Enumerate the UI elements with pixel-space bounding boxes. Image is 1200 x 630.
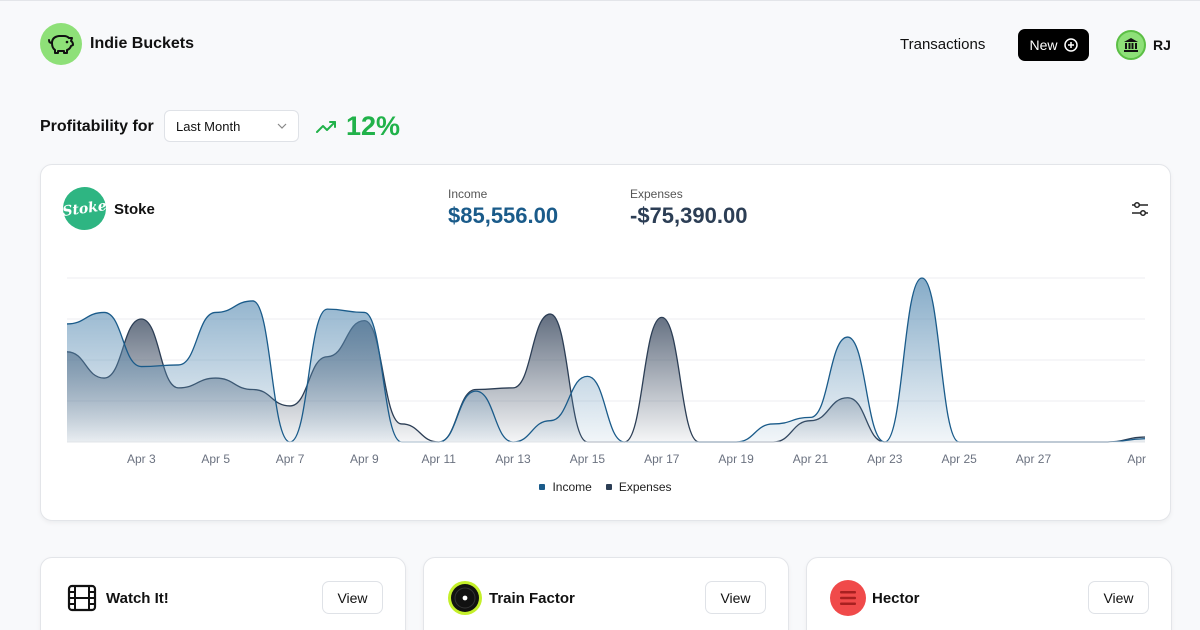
view-button[interactable]: View bbox=[322, 581, 383, 614]
x-tick-label: Apr 7 bbox=[276, 452, 305, 466]
x-tick-label: Apr 13 bbox=[495, 452, 531, 466]
period-select[interactable]: Last Month bbox=[164, 110, 299, 142]
x-tick-label: Apr 30 bbox=[1127, 452, 1147, 466]
income-value: $85,556.00 bbox=[448, 203, 559, 228]
disc-icon bbox=[447, 580, 483, 616]
profitability-label: Profitability for bbox=[40, 118, 154, 135]
trending-up-icon bbox=[316, 120, 336, 133]
plus-circle-icon bbox=[1063, 38, 1078, 52]
user-initials: RJ bbox=[1153, 37, 1171, 53]
menu-icon bbox=[830, 580, 866, 616]
legend-label-income: Income bbox=[552, 480, 592, 494]
user-menu[interactable]: RJ bbox=[1116, 30, 1171, 60]
project-title: Hector bbox=[872, 590, 920, 607]
nav-transactions[interactable]: Transactions bbox=[900, 36, 986, 53]
project-logo: Stoke bbox=[60, 184, 109, 233]
chevron-down-icon bbox=[277, 123, 287, 129]
project-name: Stoke bbox=[114, 201, 155, 218]
x-tick-label: Apr 17 bbox=[644, 452, 680, 466]
expenses-label: Expenses bbox=[630, 187, 683, 201]
profit-change-value: 12% bbox=[346, 111, 401, 141]
legend-label-expenses: Expenses bbox=[618, 480, 672, 494]
bank-icon bbox=[1116, 30, 1146, 60]
brand[interactable]: Indie Buckets bbox=[40, 23, 194, 65]
view-button[interactable]: View bbox=[705, 581, 766, 614]
x-tick-label: Apr 5 bbox=[201, 452, 230, 466]
chart-legend: Income Expenses bbox=[41, 480, 1170, 494]
profit-trend: 12% bbox=[316, 111, 400, 142]
legend-item-income: Income bbox=[539, 480, 592, 494]
area-income bbox=[67, 278, 1145, 442]
legend-swatch-expenses bbox=[605, 484, 612, 490]
legend-item-expenses: Expenses bbox=[605, 480, 672, 494]
project-card-watch-it: Watch It! View bbox=[40, 557, 406, 630]
x-tick-label: Apr 21 bbox=[793, 452, 829, 466]
featured-project-card: Stoke Stoke Income $85,556.00 Expenses -… bbox=[40, 164, 1171, 521]
expenses-metric: Expenses -$75,390.00 bbox=[630, 187, 747, 229]
x-tick-label: Apr 27 bbox=[1016, 452, 1052, 466]
view-button[interactable]: View bbox=[1088, 581, 1149, 614]
x-tick-label: Apr 15 bbox=[570, 452, 606, 466]
period-select-value: Last Month bbox=[176, 118, 241, 134]
project-card-train-factor: Train Factor View bbox=[423, 557, 789, 630]
x-tick-label: Apr 25 bbox=[941, 452, 977, 466]
line-income bbox=[67, 277, 1146, 443]
sliders-icon[interactable] bbox=[1130, 199, 1150, 219]
x-tick-label: Apr 11 bbox=[421, 452, 456, 466]
piggy-bank-icon bbox=[40, 23, 82, 65]
new-button-label: New bbox=[1029, 37, 1058, 53]
project-card-hector: Hector View bbox=[806, 557, 1172, 630]
x-tick-label: Apr 23 bbox=[867, 452, 903, 466]
project-title: Train Factor bbox=[489, 590, 575, 607]
income-expenses-chart: Apr 3 Apr 5 Apr 7 Apr 9 Apr 11 Apr 13 Apr 15 Ap… bbox=[67, 277, 1147, 466]
expenses-value: -$75,390.00 bbox=[630, 203, 748, 228]
legend-swatch-income bbox=[539, 484, 546, 490]
x-tick-label: Apr 9 bbox=[350, 452, 379, 466]
project-title: Watch It! bbox=[106, 590, 169, 607]
income-metric: Income $85,556.00 bbox=[448, 187, 558, 229]
x-tick-label: Apr 3 bbox=[127, 452, 156, 466]
income-label: Income bbox=[448, 187, 488, 201]
new-button[interactable]: New bbox=[1018, 29, 1089, 61]
brand-name: Indie Buckets bbox=[90, 35, 195, 52]
film-icon bbox=[64, 580, 100, 616]
x-tick-label: Apr 19 bbox=[718, 452, 754, 466]
